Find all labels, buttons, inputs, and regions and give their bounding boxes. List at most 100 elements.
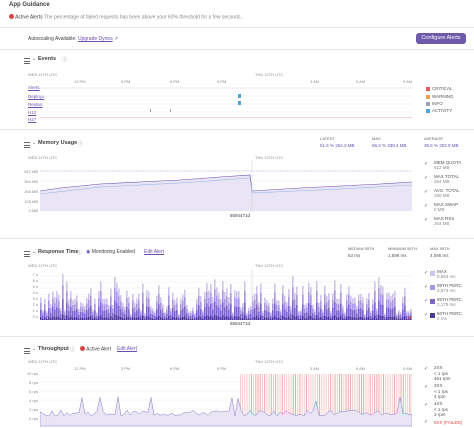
failed-request-mark: [317, 374, 318, 426]
response-bar: [88, 308, 90, 320]
failed-request-mark: [376, 374, 378, 426]
alert-banner: Active Alerts The percentage of failed r…: [9, 14, 242, 21]
info-icon[interactable]: ⓘ: [78, 141, 84, 147]
response-bar: [126, 306, 128, 320]
response-bar: [78, 318, 80, 320]
info-icon[interactable]: ⓘ: [77, 250, 83, 256]
response-bar: [182, 316, 184, 320]
response-ytick: 4 s: [32, 290, 38, 295]
response-stat-value: 1,599 ms: [388, 253, 407, 258]
response-bar: [254, 308, 256, 320]
failed-request-mark: [396, 374, 398, 426]
response-bar: [64, 318, 66, 320]
throughput-time-label: 3 AM: [310, 366, 320, 371]
response-bar: [280, 318, 282, 320]
edit-alert-link[interactable]: Edit Alert: [144, 249, 165, 255]
check-icon[interactable]: ✓: [424, 161, 429, 167]
failed-request-mark: [347, 374, 349, 426]
response-bar: [58, 308, 60, 320]
response-bar: [134, 317, 136, 320]
check-icon[interactable]: ✓: [424, 217, 429, 223]
response-bar: [316, 302, 318, 320]
failed-request-mark: [358, 374, 360, 426]
check-icon[interactable]: ✓: [424, 189, 429, 195]
response-bar: [56, 307, 58, 320]
failed-request-mark: [378, 374, 380, 426]
legend-critical: CRITICAL: [426, 86, 453, 91]
response-bar: [48, 308, 50, 320]
response-ytick: 1 s: [32, 308, 38, 313]
events-time-label: 3 PM: [121, 79, 131, 84]
response-bar: [342, 318, 344, 320]
response-bar: [188, 316, 190, 320]
response-bar: [316, 315, 318, 320]
response-bar: [330, 315, 332, 320]
response-bar: [102, 310, 104, 320]
check-icon[interactable]: ✓: [424, 402, 429, 408]
check-icon[interactable]: ✓: [424, 203, 429, 209]
response-bar: [378, 300, 380, 320]
response-bar: [154, 316, 156, 320]
response-bar: [50, 312, 52, 320]
check-icon[interactable]: ✓: [424, 175, 429, 181]
check-icon[interactable]: ✓: [424, 284, 429, 290]
throughput-legend-item: 4XX: [434, 401, 443, 406]
check-icon[interactable]: ✓: [424, 312, 429, 318]
response-bar: [190, 316, 192, 320]
response-bar: [314, 315, 316, 320]
edit-alert-link[interactable]: Edit Alert: [117, 346, 138, 352]
events-row-h27[interactable]: H27: [28, 117, 37, 122]
chevron-down-icon[interactable]: ⌄: [32, 346, 37, 352]
response-bar: [264, 309, 266, 320]
response-bar: [404, 305, 406, 320]
failed-request-mark: [345, 374, 347, 426]
upgrade-dynos-link[interactable]: Upgrade Dynos: [77, 36, 113, 42]
drag-handle-icon[interactable]: [24, 251, 30, 257]
events-row-alerts[interactable]: Alerts: [28, 85, 40, 90]
events-row-restart[interactable]: Restart: [28, 102, 43, 107]
info-icon[interactable]: ⓘ: [70, 347, 76, 353]
response-bar: [82, 312, 84, 320]
throughput-chart: [40, 374, 412, 427]
response-bar: [72, 317, 74, 320]
response-bar: [350, 309, 352, 320]
response-bar: [246, 316, 248, 320]
throughput-ytick: 2 rps: [29, 407, 38, 412]
events-row-deploys[interactable]: Deploys: [28, 94, 45, 99]
check-icon[interactable]: ✓: [424, 298, 429, 304]
memory-stat-value: 51.6 % 264.3 MB: [320, 143, 355, 148]
response-bar: [338, 317, 340, 320]
response-bar: [300, 315, 302, 320]
response-bar: [288, 316, 290, 320]
chevron-down-icon[interactable]: ⌄: [32, 56, 37, 62]
response-bar: [262, 315, 264, 320]
failed-request-mark: [262, 374, 263, 426]
response-bar: [236, 307, 238, 320]
failed-request-mark: [281, 374, 283, 426]
check-icon[interactable]: ✓: [424, 384, 429, 390]
drag-handle-icon[interactable]: [24, 348, 30, 354]
configure-alerts-button[interactable]: Configure Alerts: [416, 33, 466, 44]
check-icon[interactable]: ✓: [424, 366, 429, 372]
response-bar: [410, 318, 412, 320]
info-icon[interactable]: ⓘ: [62, 57, 68, 63]
failed-request-mark: [356, 374, 358, 426]
check-icon[interactable]: ✓: [424, 419, 429, 425]
failed-request-mark: [341, 374, 343, 426]
memory-legend-item: AVG. TOTAL 256 MB: [434, 188, 460, 198]
response-bar: [310, 316, 312, 320]
response-bar: [176, 317, 178, 320]
response-bar: [76, 308, 78, 320]
response-bar: [98, 306, 100, 320]
drag-handle-icon[interactable]: [24, 58, 30, 64]
events-timeline: [40, 87, 412, 120]
check-icon[interactable]: ✓: [424, 270, 429, 276]
response-bar: [54, 309, 56, 320]
chevron-down-icon[interactable]: ⌄: [32, 140, 37, 146]
response-bar: [114, 300, 116, 320]
response-bar: [276, 311, 278, 320]
response-bar: [328, 307, 330, 320]
events-row-h12[interactable]: H12: [28, 110, 37, 115]
drag-handle-icon[interactable]: [24, 142, 30, 148]
chevron-down-icon[interactable]: ⌄: [32, 249, 37, 255]
